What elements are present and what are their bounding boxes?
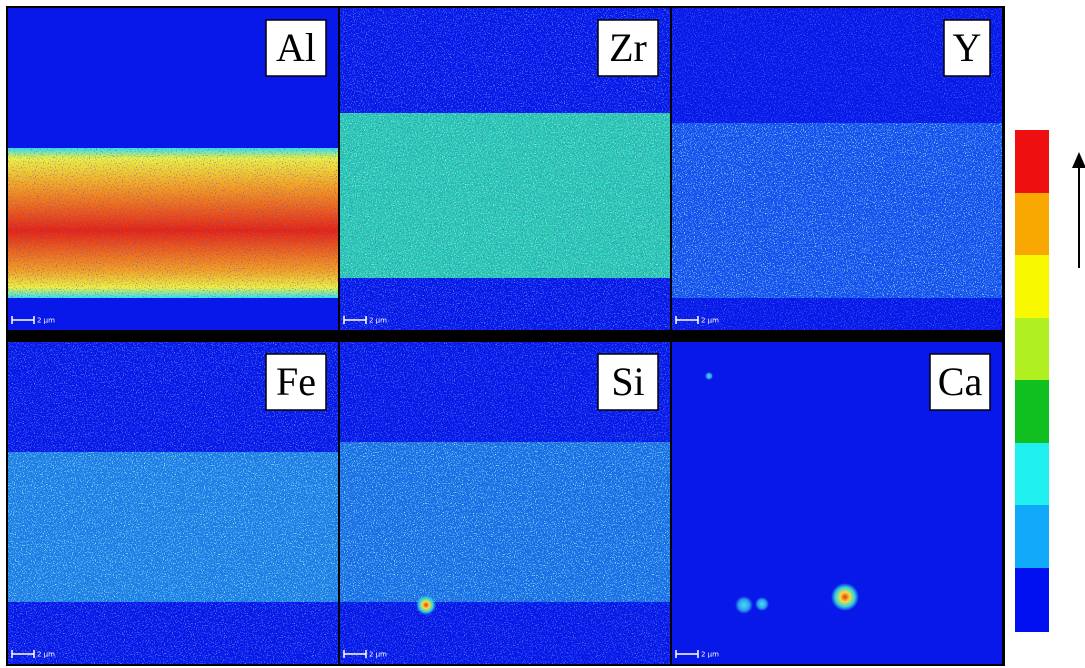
hot-spot [831, 583, 859, 611]
color-scale [1015, 130, 1049, 632]
scale-text: 2 µm [37, 317, 55, 325]
element-map: Y 2 µm [672, 8, 1002, 330]
element-map: Ca 2 µm [672, 342, 1002, 664]
label-box [265, 19, 327, 77]
label-box [943, 19, 991, 77]
scale-text: 2 µm [701, 651, 719, 659]
spot [755, 597, 769, 611]
increase-arrow [1072, 152, 1085, 268]
element-map: Si 2 µm [340, 342, 670, 664]
scale-bar [11, 650, 35, 658]
scale-text: 2 µm [37, 651, 55, 659]
hot-spot [416, 595, 436, 615]
dark-speckle [8, 452, 338, 602]
element-label: Si [611, 359, 644, 404]
dark-speckle [672, 123, 1002, 298]
spot [705, 372, 713, 380]
scale-text: 2 µm [701, 317, 719, 325]
element-label: Fe [276, 359, 316, 404]
map-image [340, 8, 670, 330]
dark-speckle [8, 148, 338, 298]
panels: Al 2 µm Zr 2 µm Y 2 µm Fe 2 µm Si 2 µm Ca 2 µm [8, 8, 1002, 664]
scale-bar [343, 316, 367, 324]
element-map: Al 2 µm [8, 8, 338, 330]
element-label: Y [953, 25, 982, 70]
scale-text: 2 µm [369, 651, 387, 659]
scale-text: 2 µm [369, 317, 387, 325]
element-label: Ca [938, 359, 983, 404]
label-box [929, 353, 991, 411]
label-box [597, 353, 659, 411]
scale-bar [343, 650, 367, 658]
element-label: Al [276, 25, 316, 70]
spot [735, 596, 753, 614]
element-map: Zr 2 µm [340, 8, 670, 330]
element-map: Fe 2 µm [8, 342, 338, 664]
scale-bar [11, 316, 35, 324]
map-image [340, 342, 670, 664]
dark-speckle [340, 113, 670, 278]
label-box [265, 353, 327, 411]
label-box [597, 19, 659, 77]
element-label: Zr [609, 25, 647, 70]
dark-speckle [340, 442, 670, 602]
scale-bar [675, 316, 699, 324]
scale-bar [675, 650, 699, 658]
